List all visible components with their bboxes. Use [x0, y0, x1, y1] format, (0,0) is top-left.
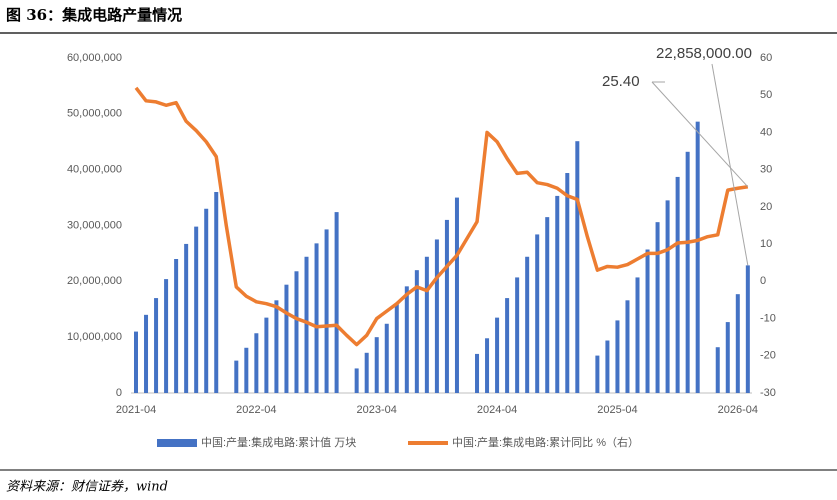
bar — [404, 286, 409, 393]
bar — [555, 195, 560, 393]
bar — [214, 192, 219, 393]
y-tick-label: 10,000,000 — [67, 331, 122, 343]
data-label: 22,858,000.00 — [656, 45, 752, 62]
bar — [144, 314, 149, 393]
y2-tick-label: 30 — [760, 164, 772, 176]
y2-tick-label: 0 — [760, 275, 766, 287]
bar — [715, 347, 720, 393]
bar — [324, 229, 329, 393]
bar — [675, 176, 680, 393]
y2-tick-label: 50 — [760, 89, 772, 101]
bar — [535, 234, 540, 393]
bar — [414, 270, 419, 393]
bar — [164, 279, 169, 393]
y-tick-label: 50,000,000 — [67, 108, 122, 120]
bar — [655, 222, 660, 393]
y2-tick-label: 60 — [760, 52, 772, 64]
y-tick-label: 0 — [116, 387, 122, 399]
figure-title: 图 36：集成电路产量情况 — [6, 6, 182, 24]
x-tick-label: 2026-04 — [718, 404, 758, 416]
bar — [384, 323, 389, 393]
bar — [424, 256, 429, 393]
bar — [204, 208, 209, 393]
bar — [134, 331, 138, 393]
bar — [645, 249, 650, 393]
bar — [515, 277, 520, 393]
bar — [354, 368, 359, 393]
y2-tick-label: -30 — [760, 387, 776, 399]
bar — [525, 256, 530, 393]
legend-swatch — [157, 439, 197, 447]
bar — [545, 217, 550, 393]
y-tick-label: 30,000,000 — [67, 219, 122, 231]
label-leader — [711, 63, 749, 266]
bar — [635, 277, 640, 393]
bar — [575, 141, 580, 393]
bar — [254, 333, 259, 393]
x-tick-label: 2021-04 — [116, 404, 156, 416]
bar — [174, 259, 179, 393]
bar — [725, 322, 730, 393]
bar — [495, 317, 500, 393]
y-tick-label: 40,000,000 — [67, 164, 122, 176]
bar — [595, 355, 600, 393]
legend-label: 中国:产量:集成电路:累计值 万块 — [201, 435, 356, 449]
source-note: 资料来源：财信证券，wind — [6, 480, 168, 495]
bar — [154, 298, 159, 393]
bar — [625, 300, 630, 393]
bar — [505, 298, 510, 393]
bar — [735, 294, 740, 393]
bar — [294, 271, 299, 393]
x-tick-label: 2024-04 — [477, 404, 517, 416]
label-leader — [651, 81, 749, 188]
bar — [485, 338, 490, 393]
bar — [605, 340, 610, 393]
bar — [454, 197, 459, 393]
y-tick-label: 60,000,000 — [67, 52, 122, 64]
x-tick-label: 2022-04 — [236, 404, 276, 416]
bar — [184, 243, 189, 393]
y2-tick-label: 20 — [760, 201, 772, 213]
bar — [234, 360, 239, 393]
bar — [194, 226, 199, 393]
y2-tick-label: 10 — [760, 238, 772, 250]
bar — [314, 243, 319, 393]
y2-tick-label: -20 — [760, 350, 776, 362]
bar — [475, 353, 480, 393]
bar — [394, 304, 399, 393]
bar — [444, 219, 449, 393]
data-label: 25.40 — [602, 73, 640, 90]
bar — [665, 200, 670, 393]
bar — [274, 300, 279, 393]
bar — [565, 173, 570, 393]
bar — [364, 352, 369, 393]
legend-label: 中国:产量:集成电路:累计同比 %（右） — [452, 435, 639, 449]
y2-tick-label: -10 — [760, 312, 776, 324]
x-tick-label: 2023-04 — [357, 404, 397, 416]
bar — [695, 121, 700, 394]
line — [134, 86, 749, 347]
bar — [284, 284, 289, 393]
bar — [304, 256, 309, 393]
y-tick-label: 20,000,000 — [67, 275, 122, 287]
bar — [685, 151, 690, 393]
x-tick-label: 2025-04 — [597, 404, 637, 416]
bar — [334, 212, 339, 393]
bar — [264, 317, 269, 393]
bar — [374, 337, 379, 393]
bar — [244, 347, 249, 393]
bar — [434, 239, 439, 393]
y2-tick-label: 40 — [760, 126, 772, 138]
bar — [745, 265, 750, 393]
bar — [615, 320, 620, 393]
